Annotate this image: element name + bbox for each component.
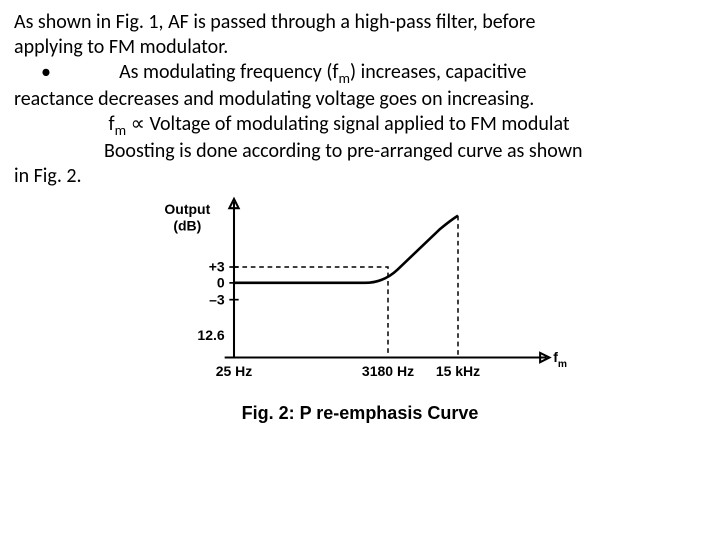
para-line: applying to FM modulator. (14, 35, 706, 60)
bullet-icon: • (14, 60, 78, 85)
para-line: fm ∝ Voltage of modulating signal applie… (14, 112, 706, 139)
para-line: in Fig. 2. (14, 164, 706, 189)
tick-label: 12.6 (197, 327, 224, 343)
text-run: ) increases, capacitive (350, 60, 526, 84)
y-axis-label: Output (164, 201, 210, 217)
tick-label: 3180 Hz (362, 363, 414, 379)
y-axis-label: (dB) (173, 218, 201, 234)
subscript: m (339, 69, 351, 87)
tick-label: 15 kHz (436, 363, 480, 379)
chart-svg: Output (dB) fm +3 0 –3 12.6 25 Hz 3180 H… (150, 195, 570, 395)
text-run: ∝ Voltage of modulating signal applied t… (126, 112, 569, 136)
preemphasis-curve (234, 216, 458, 283)
para-line: Boosting is done according to pre-arrang… (14, 139, 706, 164)
para-line: • As modulating frequency (fm) increases… (14, 60, 706, 87)
tick-label: 0 (217, 275, 225, 291)
tick-label: +3 (209, 259, 225, 275)
dashed-guide (234, 267, 388, 358)
tick-label: 25 Hz (216, 363, 253, 379)
text-run: Boosting is done according to pre-arrang… (104, 139, 583, 163)
para-line: As shown in Fig. 1, AF is passed through… (14, 10, 706, 35)
para-line: reactance decreases and modulating volta… (14, 87, 706, 112)
text-run: As modulating frequency (f (119, 60, 338, 84)
tick-label: –3 (209, 291, 225, 307)
subscript: m (115, 121, 127, 139)
figure-caption: Fig. 2: P re-emphasis Curve (242, 403, 479, 424)
preemphasis-chart: Output (dB) fm +3 0 –3 12.6 25 Hz 3180 H… (14, 195, 706, 424)
y-ticks: +3 0 –3 12.6 (197, 259, 238, 343)
x-axis-label: fm (553, 349, 567, 370)
body-text: As shown in Fig. 1, AF is passed through… (14, 10, 706, 189)
